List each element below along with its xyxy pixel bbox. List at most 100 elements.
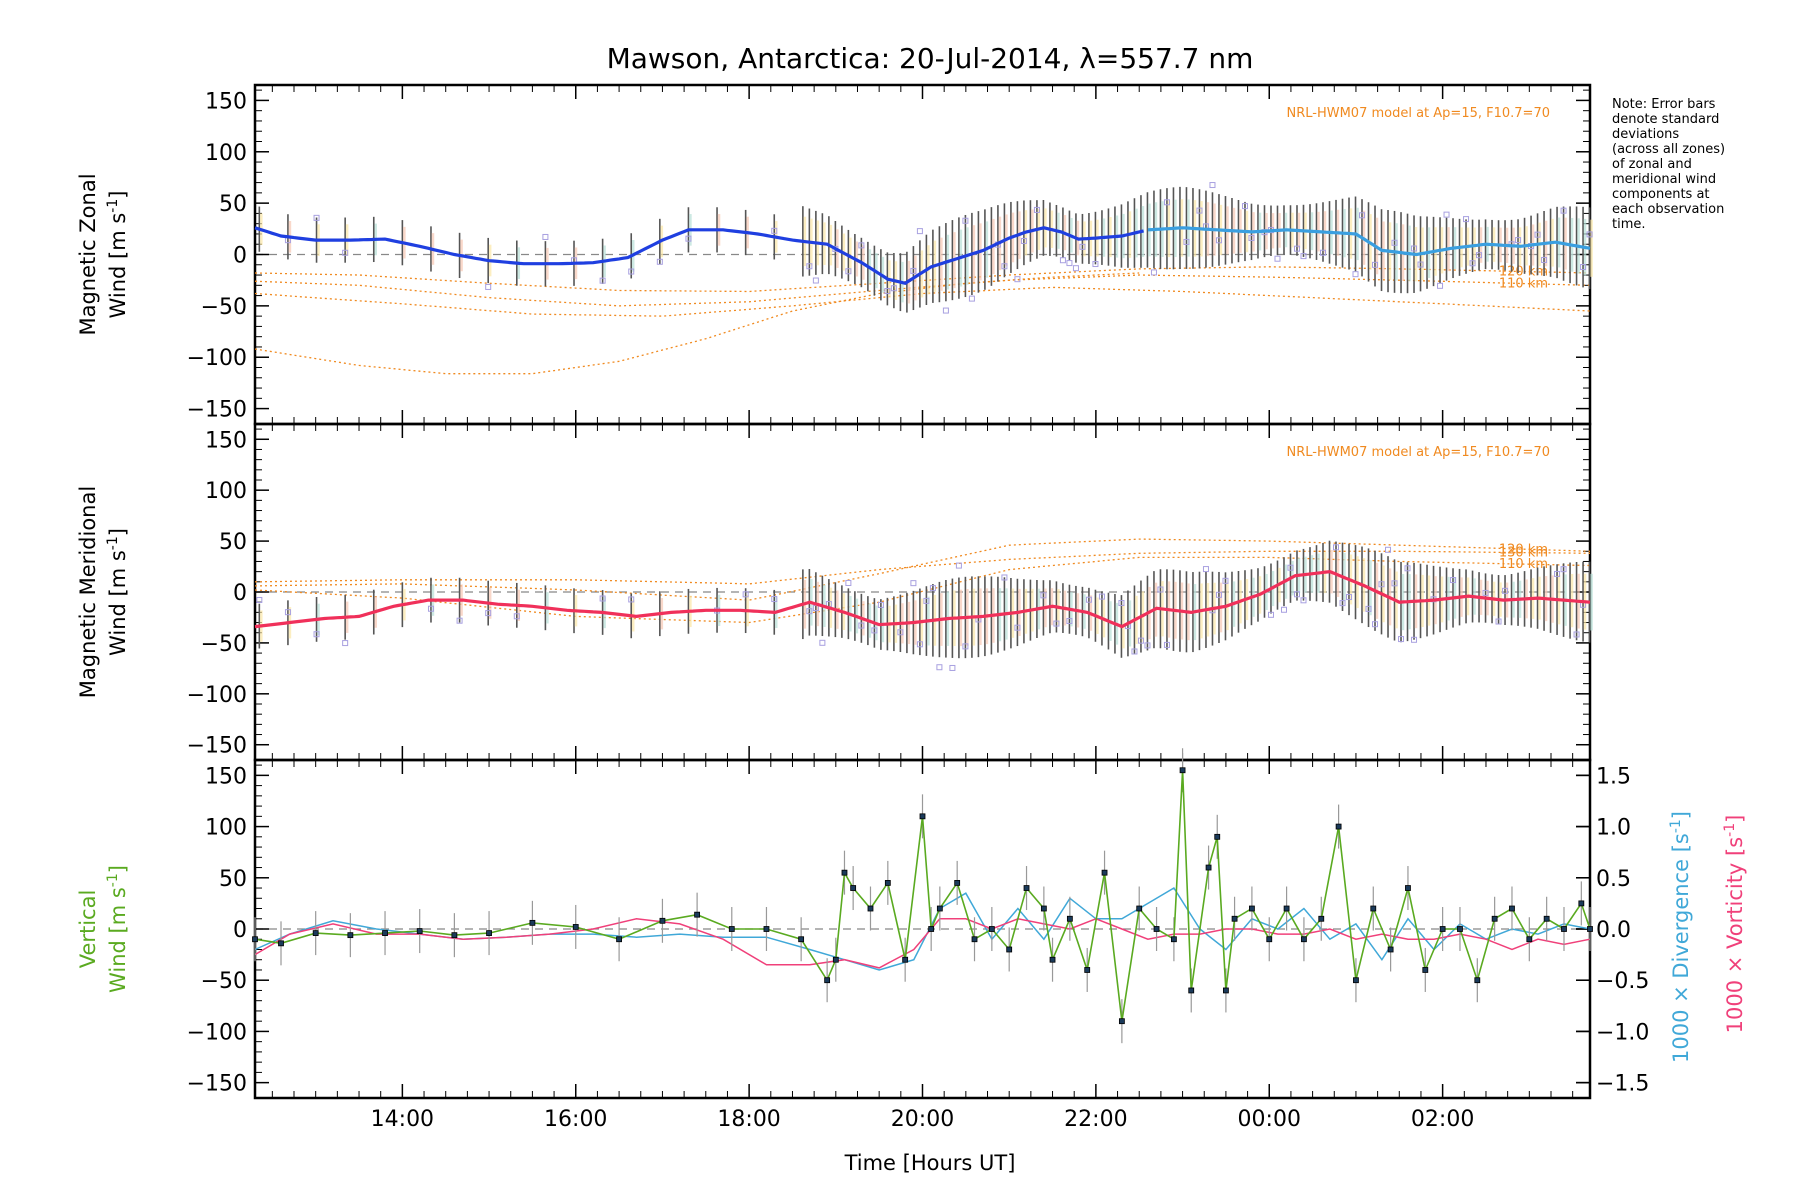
vertical-wind-point bbox=[1049, 956, 1056, 963]
x-tick-label: 14:00 bbox=[371, 1107, 434, 1132]
zone-wind-point bbox=[1346, 594, 1353, 601]
vertical-wind-point bbox=[312, 930, 319, 936]
vertical-wind-point bbox=[252, 936, 258, 943]
y-axis-label: Magnetic Zonal Wind [m s-1] bbox=[76, 173, 130, 335]
zone-wind-point bbox=[962, 643, 969, 650]
vertical-wind-point bbox=[1526, 936, 1533, 943]
y-tick-label: 150 bbox=[205, 89, 247, 114]
vertical-wind-point bbox=[1439, 926, 1446, 932]
zone-wind-point bbox=[313, 214, 320, 221]
y2-tick-label: −1.5 bbox=[1596, 1072, 1649, 1097]
y-label-line1: Magnetic Zonal bbox=[76, 173, 100, 335]
vertical-wind-point bbox=[1223, 987, 1229, 994]
vertical-wind-point bbox=[1405, 885, 1411, 891]
y-label-line1: Vertical bbox=[76, 890, 100, 969]
zone-wind-point bbox=[1417, 261, 1424, 268]
vertical-wind-point bbox=[1066, 915, 1073, 922]
zone-wind-point bbox=[1248, 234, 1255, 241]
y2-tick-label: 1.5 bbox=[1596, 764, 1631, 789]
y-tick-label: 50 bbox=[219, 867, 247, 892]
zone-wind-point bbox=[819, 639, 826, 646]
zone-wind-point bbox=[1196, 207, 1203, 214]
vertical-wind-point bbox=[1023, 885, 1030, 891]
x-tick-label: 02:00 bbox=[1411, 1107, 1474, 1132]
zone-wind-point bbox=[884, 288, 891, 295]
zone-wind-point bbox=[916, 641, 923, 648]
y-tick-label: 150 bbox=[205, 428, 247, 453]
zone-wind-point bbox=[685, 235, 692, 242]
vorticity-label-part: ] bbox=[1723, 815, 1747, 823]
zone-wind-point bbox=[1150, 269, 1157, 276]
zone-wind-point bbox=[1066, 617, 1073, 624]
model-curve bbox=[254, 538, 1591, 601]
vertical-wind-point bbox=[616, 936, 622, 943]
vertical-wind-point bbox=[867, 905, 874, 912]
y2-tick-label: 1.0 bbox=[1596, 816, 1631, 841]
x-tick-label: 00:00 bbox=[1238, 1107, 1301, 1132]
zone-wind-point bbox=[513, 613, 520, 620]
zonal-wind-panel: −150 −100 −50 0 50 100 150 Magnetic Zonal Wind [… bbox=[76, 83, 1593, 426]
zone-wind-point bbox=[1092, 261, 1099, 268]
zone-wind-point bbox=[806, 608, 813, 615]
vertical-wind-point bbox=[572, 924, 579, 930]
y-label-line1: Magnetic Meridional bbox=[76, 486, 100, 698]
model-altitude-label: 120 km bbox=[1499, 542, 1548, 557]
zone-wind-point bbox=[1215, 237, 1222, 244]
y-label-part: -1 bbox=[105, 873, 121, 887]
zone-wind-point bbox=[1001, 574, 1008, 581]
vertical-wind-point bbox=[1084, 967, 1091, 973]
y2-tick-label: 0.0 bbox=[1596, 918, 1631, 943]
zone-wind-point bbox=[1443, 211, 1450, 218]
y-tick-label: −50 bbox=[201, 632, 247, 657]
vertical-wind-point bbox=[971, 936, 978, 943]
vertical-wind-point bbox=[451, 932, 458, 939]
zone-wind-point bbox=[1300, 253, 1307, 260]
model-altitude-label: 110 km bbox=[1499, 277, 1548, 292]
y-label-part: -1 bbox=[105, 199, 121, 213]
zone-wind-point bbox=[771, 596, 778, 603]
y-tick-label: −50 bbox=[201, 295, 247, 320]
zone-wind-point bbox=[1580, 264, 1587, 271]
vertical-wind-point bbox=[529, 919, 536, 926]
zone-wind-point bbox=[910, 267, 917, 274]
model-altitude-label: 110 km bbox=[1499, 557, 1548, 572]
zone-wind-point bbox=[1372, 621, 1379, 628]
note-line: Note: Error bars bbox=[1612, 97, 1716, 112]
zone-wind-point bbox=[1476, 252, 1483, 259]
zone-wind-point bbox=[1040, 592, 1047, 599]
zone-wind-point bbox=[1554, 570, 1561, 577]
vertical-wind-point bbox=[416, 928, 423, 934]
vertical-wind-point bbox=[850, 885, 857, 891]
vertical-wind-point bbox=[1422, 967, 1429, 973]
y-tick-label: 100 bbox=[205, 479, 247, 504]
vertical-wind-point bbox=[347, 932, 354, 939]
vertical-wind-point bbox=[659, 917, 666, 924]
zone-wind-point bbox=[1131, 648, 1138, 655]
vertical-wind-point bbox=[928, 926, 935, 932]
zone-wind-point bbox=[1560, 207, 1567, 214]
zone-wind-point bbox=[1463, 216, 1470, 223]
zone-wind-point bbox=[1391, 239, 1398, 246]
x-tick-label: 20:00 bbox=[891, 1107, 954, 1132]
y-tick-label: 0 bbox=[233, 244, 247, 269]
model-curve bbox=[254, 272, 1140, 375]
zone-wind-point bbox=[456, 617, 463, 624]
vorticity-label-part: -1 bbox=[1722, 823, 1738, 837]
vertical-wind-point bbox=[1006, 946, 1013, 953]
zone-wind-point bbox=[628, 268, 635, 275]
zone-wind-point bbox=[1502, 587, 1509, 594]
zone-wind-point bbox=[858, 242, 865, 249]
zone-wind-point bbox=[806, 263, 813, 270]
vertical-wind-point bbox=[1353, 977, 1359, 984]
y-label-part: Wind bbox=[106, 933, 130, 992]
vertical-wind-point bbox=[1491, 915, 1498, 922]
zone-wind-point bbox=[1287, 564, 1294, 571]
y-label-part: Wind bbox=[106, 596, 130, 655]
zone-wind-point bbox=[599, 595, 606, 602]
zone-wind-point bbox=[1163, 199, 1170, 206]
zone-wind-point bbox=[1469, 260, 1476, 267]
vertical-wind-point bbox=[832, 956, 839, 963]
vertical-wind-point bbox=[1283, 905, 1290, 912]
zone-wind-point bbox=[1079, 243, 1086, 250]
